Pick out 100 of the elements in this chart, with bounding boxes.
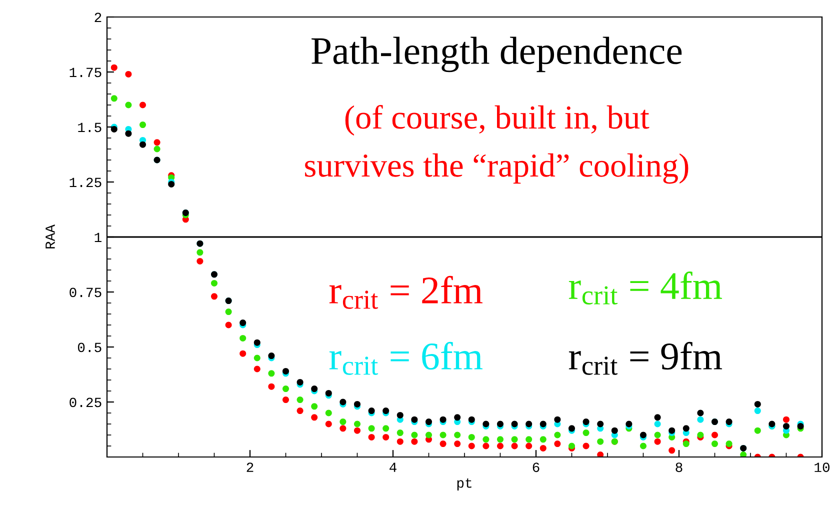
point — [411, 416, 418, 423]
point — [711, 432, 718, 438]
point — [325, 410, 332, 416]
point — [654, 420, 661, 428]
point — [240, 350, 246, 357]
point — [282, 396, 290, 404]
point — [340, 425, 346, 432]
point — [125, 102, 132, 108]
point — [368, 434, 375, 440]
point — [154, 146, 160, 152]
x-tick-label: 6 — [532, 462, 540, 472]
point — [597, 420, 604, 428]
point — [668, 427, 676, 434]
point — [210, 293, 218, 300]
point — [354, 400, 361, 408]
point — [254, 366, 260, 372]
text: r$_{crit}$ = 2fm — [329, 276, 482, 309]
point — [296, 408, 304, 414]
point — [196, 258, 204, 264]
point — [210, 280, 218, 286]
chart-title: Path-length dependence — [312, 36, 682, 72]
point — [268, 383, 275, 390]
point — [611, 427, 618, 434]
point — [411, 438, 418, 445]
y-axis-title: RAA — [46, 224, 55, 248]
y-tick-label: 1.25 — [70, 178, 102, 188]
point — [540, 444, 546, 452]
point — [554, 416, 561, 423]
point — [354, 427, 361, 434]
point — [754, 427, 761, 434]
point — [311, 403, 318, 410]
point — [396, 430, 404, 436]
y-tick-label: 0.75 — [70, 288, 102, 298]
point — [554, 440, 561, 448]
point — [411, 432, 418, 438]
point — [139, 102, 146, 108]
point — [482, 442, 490, 450]
point — [282, 368, 290, 374]
point — [110, 95, 118, 102]
series-label: r$_{crit}$ = 9fm — [568, 342, 722, 375]
point — [454, 432, 461, 438]
y-tick-label: 2 — [94, 12, 102, 22]
point — [225, 322, 232, 328]
point — [754, 408, 761, 414]
point — [468, 416, 475, 423]
point — [654, 438, 661, 445]
point — [711, 440, 718, 448]
point — [154, 139, 160, 146]
point — [196, 249, 204, 256]
x-tick-label: 8 — [676, 462, 682, 472]
point — [240, 334, 246, 342]
point — [440, 416, 446, 423]
y-tick-label: 1.75 — [70, 68, 102, 78]
point — [440, 440, 446, 448]
point — [139, 122, 146, 128]
point — [540, 436, 546, 443]
point — [582, 430, 590, 436]
point — [496, 442, 504, 450]
point — [496, 436, 504, 443]
point — [482, 436, 490, 443]
point — [354, 420, 361, 428]
point — [382, 425, 390, 432]
point — [511, 442, 518, 450]
point — [654, 414, 661, 421]
point — [640, 442, 647, 450]
point — [526, 442, 532, 450]
y-tick-label: 0.5 — [78, 342, 102, 352]
point — [597, 452, 604, 457]
point — [754, 400, 761, 408]
point — [511, 436, 518, 443]
point — [682, 440, 690, 448]
point — [225, 308, 232, 316]
point — [282, 386, 290, 392]
point — [468, 434, 475, 440]
point — [325, 420, 332, 428]
point — [311, 414, 318, 421]
x-tick-label: 2 — [246, 462, 254, 472]
point — [110, 64, 118, 71]
point — [697, 410, 704, 416]
point — [654, 432, 661, 438]
point — [254, 339, 260, 346]
y-tick-label: 1.5 — [78, 122, 102, 132]
annotation: (of course, built in, but — [345, 105, 650, 136]
point — [396, 412, 404, 418]
point — [382, 434, 390, 440]
point — [668, 447, 676, 454]
point — [526, 436, 532, 443]
x-tick-label: 10 — [814, 462, 830, 472]
point — [782, 416, 790, 423]
point — [296, 378, 304, 386]
point — [296, 396, 304, 404]
point — [268, 370, 275, 377]
point — [740, 452, 747, 457]
x-axis-title: pt — [457, 478, 472, 491]
y-tick-label: 1 — [94, 232, 102, 242]
point — [440, 432, 446, 438]
point — [597, 438, 604, 445]
point — [468, 442, 475, 450]
text: r$_{crit}$ = 4fm — [568, 272, 722, 305]
point — [454, 414, 461, 421]
